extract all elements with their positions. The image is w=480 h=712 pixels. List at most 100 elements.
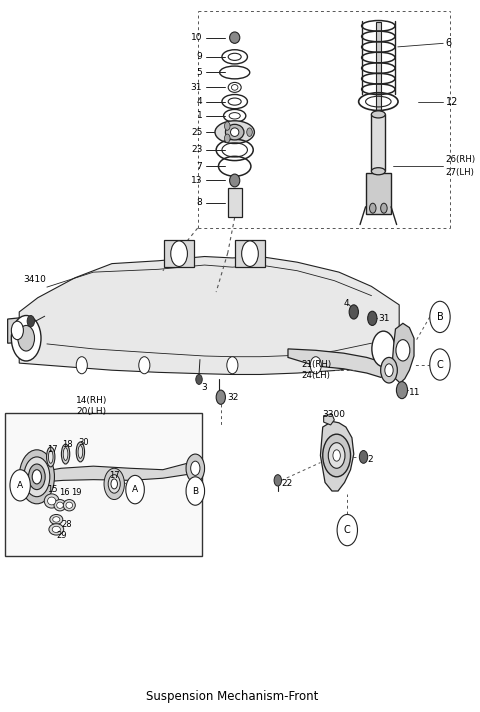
Text: B: B xyxy=(192,486,198,496)
Text: 30: 30 xyxy=(79,438,89,447)
Text: 23: 23 xyxy=(191,145,202,155)
Circle shape xyxy=(310,357,321,374)
Text: A: A xyxy=(17,481,23,490)
Ellipse shape xyxy=(47,447,55,467)
Text: 20(LH): 20(LH) xyxy=(76,407,107,416)
Circle shape xyxy=(111,479,118,489)
Circle shape xyxy=(76,357,87,374)
Circle shape xyxy=(12,321,24,340)
Circle shape xyxy=(196,375,202,384)
Text: 13: 13 xyxy=(191,176,202,185)
Text: B: B xyxy=(437,312,444,322)
Circle shape xyxy=(368,311,377,325)
Bar xyxy=(235,240,265,267)
Polygon shape xyxy=(392,323,414,383)
Circle shape xyxy=(24,457,50,497)
Bar xyxy=(5,413,202,556)
Ellipse shape xyxy=(53,517,60,522)
Text: 25: 25 xyxy=(191,127,202,137)
Circle shape xyxy=(372,331,395,367)
Circle shape xyxy=(104,468,124,500)
Ellipse shape xyxy=(49,524,64,535)
Ellipse shape xyxy=(78,446,83,459)
Text: 3: 3 xyxy=(201,383,207,392)
Text: 16: 16 xyxy=(59,488,70,497)
Text: 11: 11 xyxy=(409,389,421,397)
Text: 31: 31 xyxy=(191,83,202,92)
Text: 10: 10 xyxy=(191,33,202,42)
Ellipse shape xyxy=(63,500,75,511)
Polygon shape xyxy=(288,349,390,377)
Text: 1: 1 xyxy=(196,111,202,120)
Text: 12: 12 xyxy=(445,97,458,107)
Text: 2: 2 xyxy=(368,454,373,464)
Circle shape xyxy=(328,443,345,468)
Circle shape xyxy=(225,122,230,130)
Circle shape xyxy=(241,241,258,266)
Polygon shape xyxy=(8,317,32,343)
Polygon shape xyxy=(321,422,354,491)
Ellipse shape xyxy=(66,502,72,508)
Text: 18: 18 xyxy=(62,440,73,449)
Text: 29: 29 xyxy=(56,531,67,540)
Circle shape xyxy=(381,203,387,213)
Circle shape xyxy=(18,325,35,351)
Circle shape xyxy=(360,451,368,464)
Circle shape xyxy=(225,134,230,142)
Ellipse shape xyxy=(226,125,244,140)
Text: C: C xyxy=(344,525,351,535)
Circle shape xyxy=(108,475,120,493)
Circle shape xyxy=(186,454,204,483)
Circle shape xyxy=(27,315,35,327)
Text: 5: 5 xyxy=(196,68,202,77)
Text: 3410: 3410 xyxy=(23,275,46,284)
Text: 24(LH): 24(LH) xyxy=(301,372,330,380)
Circle shape xyxy=(28,464,45,490)
Circle shape xyxy=(349,305,359,319)
Text: 32: 32 xyxy=(228,393,239,402)
Ellipse shape xyxy=(372,168,385,174)
Bar xyxy=(372,115,385,172)
Text: 21(RH): 21(RH) xyxy=(301,360,331,369)
Ellipse shape xyxy=(63,448,68,461)
Circle shape xyxy=(216,390,226,404)
Circle shape xyxy=(126,476,144,504)
Text: 31: 31 xyxy=(378,314,390,323)
Ellipse shape xyxy=(215,121,254,144)
Text: 9: 9 xyxy=(196,53,202,61)
Bar xyxy=(228,188,241,216)
Ellipse shape xyxy=(54,500,66,511)
Ellipse shape xyxy=(44,494,59,508)
Ellipse shape xyxy=(48,497,56,505)
Ellipse shape xyxy=(229,174,240,187)
Circle shape xyxy=(32,470,41,484)
Polygon shape xyxy=(19,256,399,375)
Text: 26(RH): 26(RH) xyxy=(445,155,476,164)
Circle shape xyxy=(186,477,204,506)
Text: 22: 22 xyxy=(281,479,292,488)
Text: 3300: 3300 xyxy=(323,410,346,419)
Circle shape xyxy=(385,364,393,377)
Bar xyxy=(376,22,381,111)
Ellipse shape xyxy=(61,444,70,464)
Circle shape xyxy=(12,315,41,361)
Text: 17: 17 xyxy=(108,471,120,480)
Circle shape xyxy=(333,450,340,461)
Circle shape xyxy=(139,357,150,374)
Polygon shape xyxy=(33,461,198,483)
Circle shape xyxy=(19,450,54,504)
Circle shape xyxy=(10,470,30,501)
Text: 7: 7 xyxy=(196,162,202,171)
Text: 8: 8 xyxy=(196,198,202,207)
Ellipse shape xyxy=(52,526,60,533)
Circle shape xyxy=(191,461,200,476)
Text: 15: 15 xyxy=(47,485,58,494)
Text: 17: 17 xyxy=(47,445,58,454)
Circle shape xyxy=(247,128,252,137)
Circle shape xyxy=(396,340,410,361)
Ellipse shape xyxy=(230,128,239,137)
Text: 6: 6 xyxy=(445,38,452,48)
Text: 27(LH): 27(LH) xyxy=(445,168,474,177)
Circle shape xyxy=(396,382,408,399)
Ellipse shape xyxy=(50,515,63,525)
